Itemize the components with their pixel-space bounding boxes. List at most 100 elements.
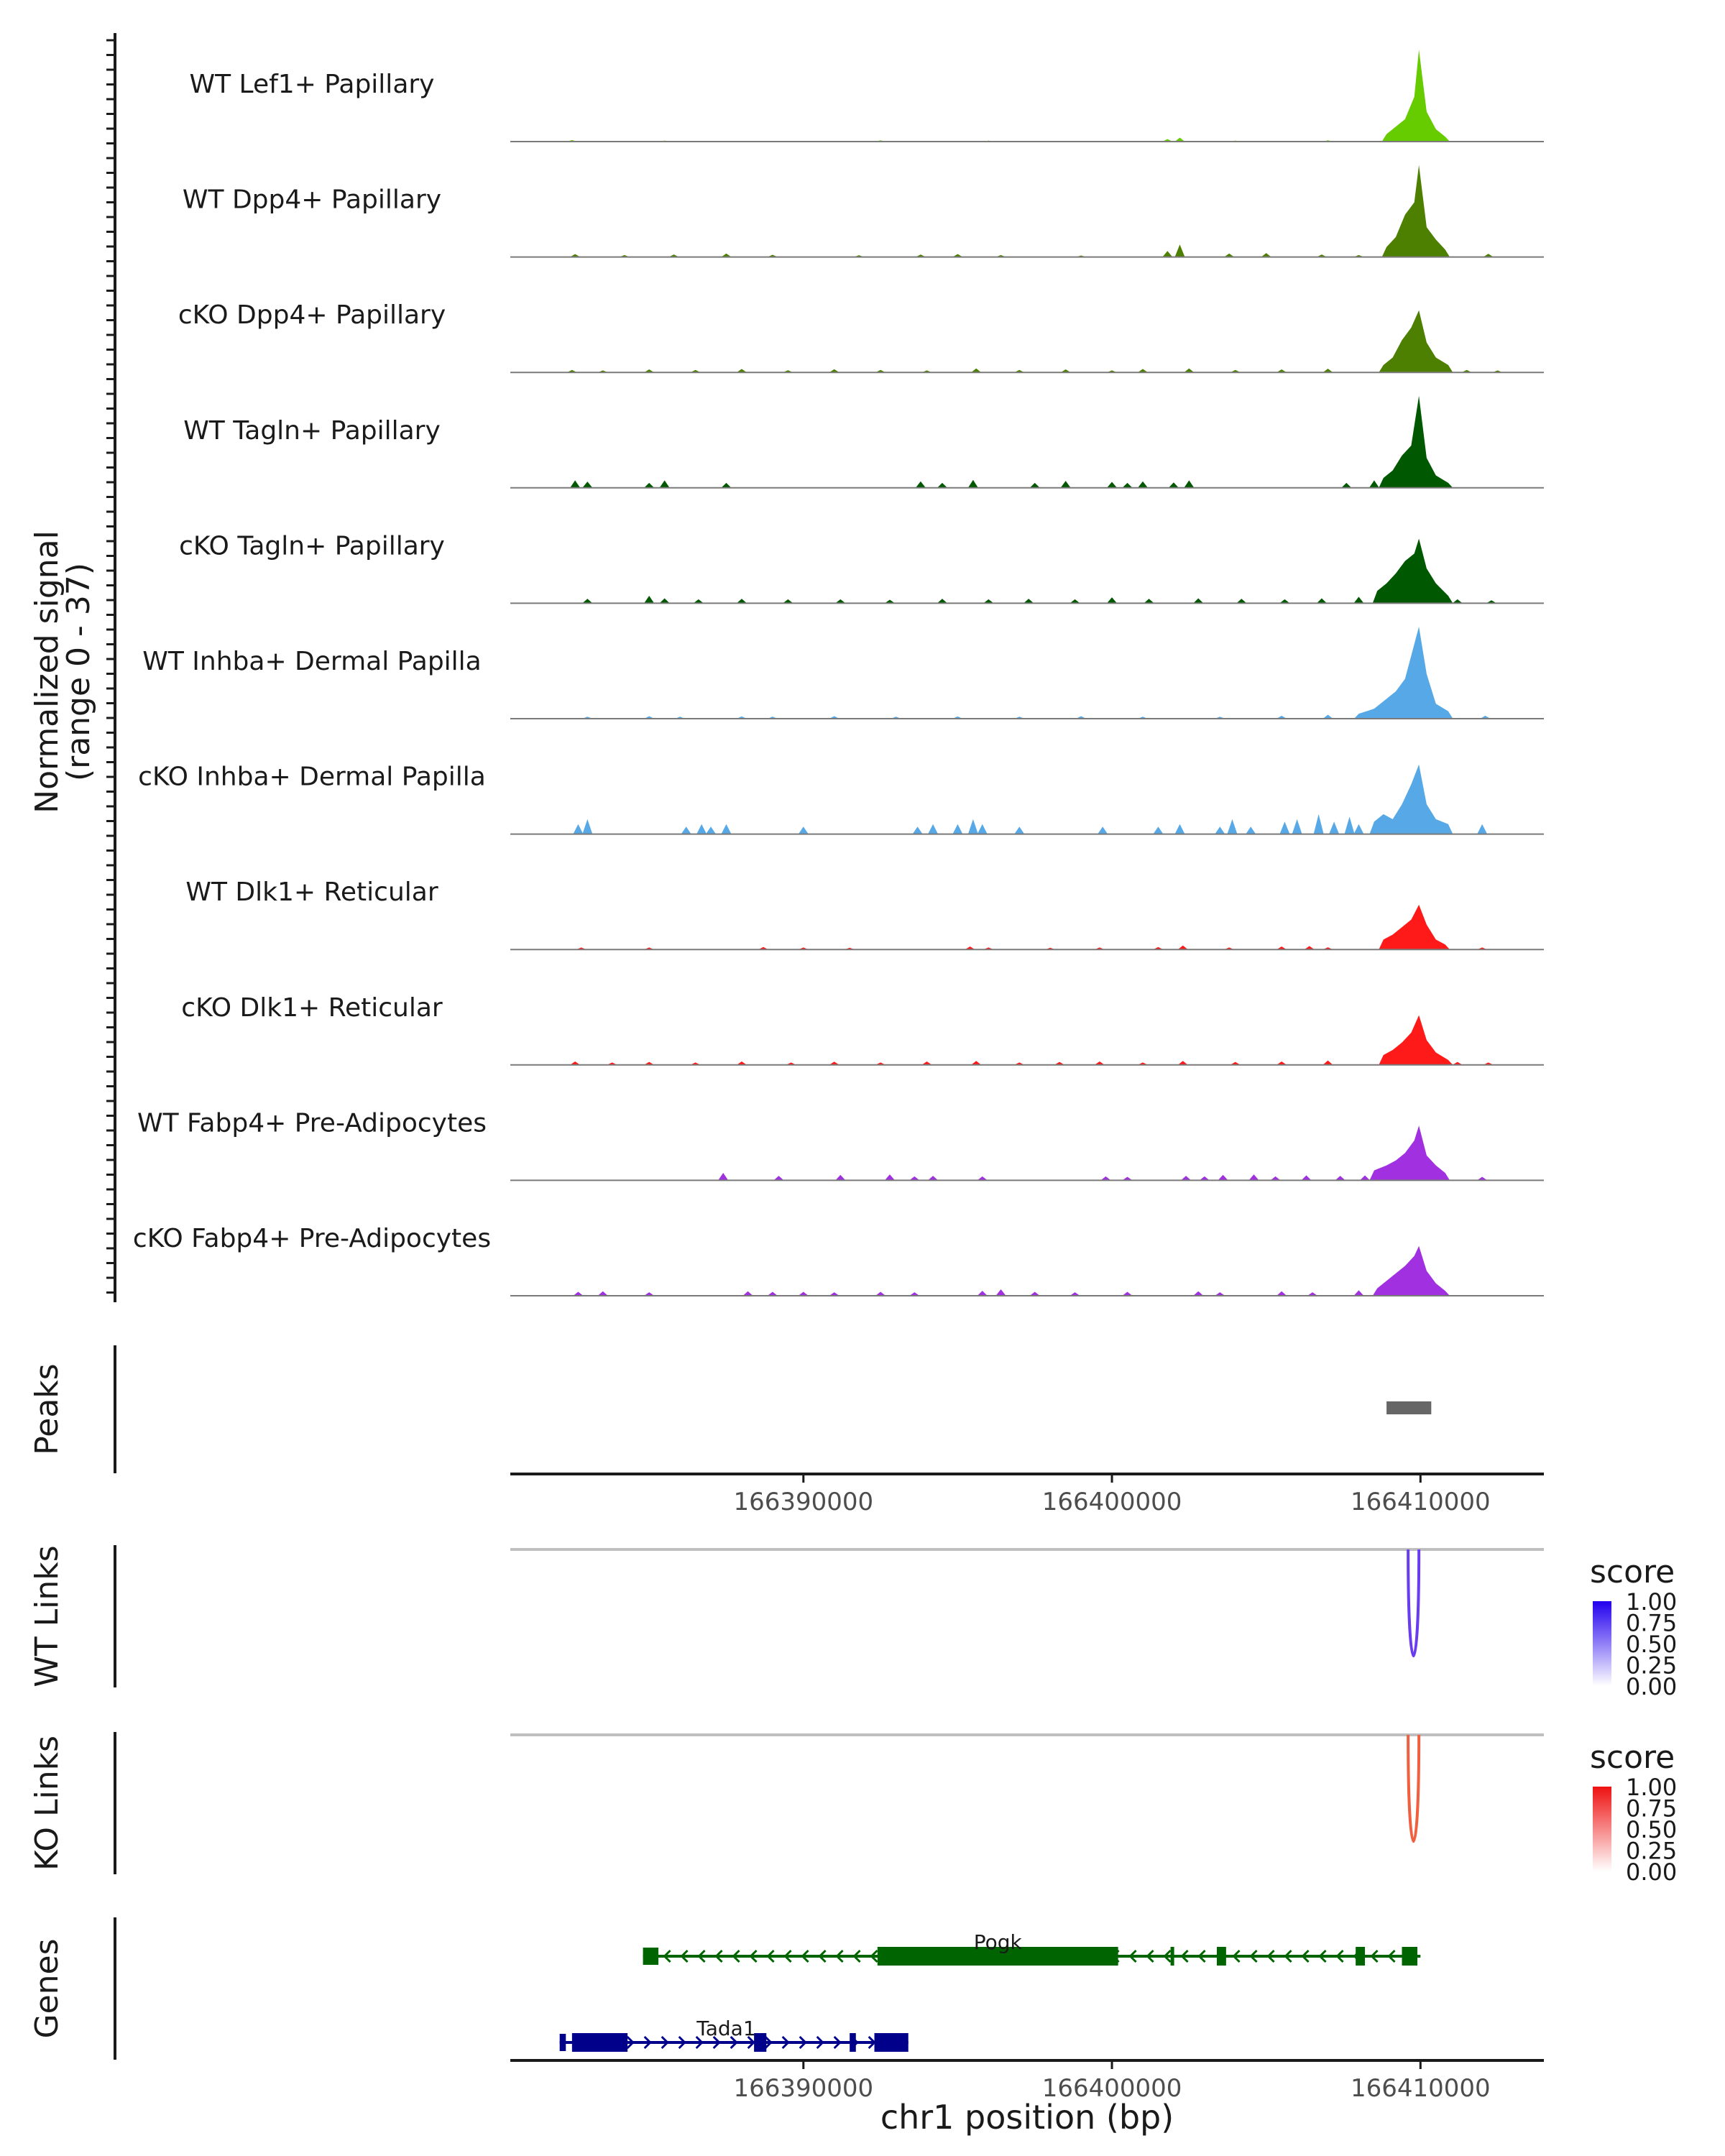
- coverage-background-bump: [1353, 596, 1364, 604]
- coverage-background-bump: [1070, 599, 1080, 604]
- legend-tick-label: 0.00: [1626, 1673, 1677, 1700]
- coverage-background-bump: [1480, 715, 1491, 719]
- coverage-track-label: WT Dpp4+ Papillary: [183, 185, 441, 215]
- coverage-background-bump: [1215, 1292, 1225, 1296]
- coverage-background-bump: [736, 599, 747, 604]
- coverage-background-bump: [1276, 715, 1287, 719]
- gene-cds: [874, 2033, 908, 2052]
- peaks-track-label: Peaks: [29, 1363, 65, 1455]
- coverage-background-bump: [1477, 1176, 1488, 1181]
- gene-strand-chevron: [697, 1949, 706, 1963]
- coverage-background-bump: [909, 1292, 920, 1296]
- coverage-background-bump: [573, 1291, 584, 1296]
- coverage-track-label: WT Tagln+ Papillary: [183, 416, 441, 446]
- coverage-background-bump: [582, 599, 593, 604]
- gene-strand-chevron: [643, 2035, 652, 2050]
- coverage-peak-area: [1369, 764, 1453, 834]
- coverage-background-bump: [829, 1061, 840, 1065]
- coverage-background-bump: [644, 482, 655, 488]
- gene-exon: [1356, 1947, 1366, 1966]
- coverage-background-bump: [912, 826, 923, 834]
- gene-exon: [1170, 1947, 1174, 1966]
- coverage-background-bump: [1094, 1061, 1105, 1065]
- coverage-background-bump: [1014, 826, 1025, 834]
- coverage-background-bump: [659, 480, 670, 488]
- legend-title: score: [1590, 1554, 1675, 1590]
- coverage-background-bump: [693, 599, 704, 604]
- coverage-tracks: WT Lef1+ Papillary WT Dpp4+ Papillary cKO …: [133, 50, 1544, 1296]
- gene-strand-chevron: [732, 1949, 740, 1963]
- gene-strand-chevron: [712, 2035, 721, 2050]
- coverage-background-bump: [570, 480, 581, 488]
- legend-tick-label: 1.00: [1626, 1588, 1677, 1616]
- gene-strand-chevron: [799, 2035, 807, 2050]
- gene-exon: [754, 2033, 767, 2052]
- legend-colorbar: [1593, 1601, 1611, 1686]
- peak-regions: [1386, 1401, 1432, 1414]
- x-axis-tick-label: 166410000: [1351, 1488, 1491, 1516]
- coverage-track-label: cKO Inhba+ Dermal Papilla: [138, 763, 486, 792]
- gene-cds: [877, 1947, 1118, 1966]
- coverage-background-bump: [884, 1174, 895, 1181]
- upper-x-axis-ticks: 166390000 166400000 166410000: [733, 1474, 1491, 1516]
- coverage-background-bump: [1054, 1061, 1065, 1065]
- coverage-background-bump: [1248, 1174, 1259, 1181]
- coverage-peak-area: [1381, 165, 1450, 257]
- coverage-background-bump: [1316, 598, 1327, 604]
- coverage-track-label: WT Inhba+ Dermal Papilla: [142, 647, 481, 676]
- coverage-background-bump: [1335, 1176, 1346, 1181]
- coverage-background-bump: [1122, 1176, 1133, 1181]
- coverage-background-bump: [1261, 253, 1271, 257]
- legend-tick-label: 1.00: [1626, 1774, 1677, 1801]
- coverage-background-bump: [1452, 1061, 1463, 1065]
- coverage-background-bump: [1029, 1291, 1040, 1296]
- coverage-peak-area: [1369, 1125, 1450, 1181]
- coverage-background-bump: [1137, 369, 1148, 373]
- gene-strand-chevron: [1180, 1949, 1189, 1963]
- coverage-background-bump: [1107, 597, 1118, 604]
- gene-strand-chevron: [695, 2035, 704, 2050]
- gene-name-label: Pogk: [974, 1930, 1023, 1954]
- coverage-background-bump: [696, 824, 707, 834]
- coverage-background-bump: [1144, 599, 1154, 604]
- legend-tick-label: 0.75: [1626, 1795, 1677, 1823]
- coverage-background-bump: [928, 1176, 939, 1181]
- coverage-peak-area: [1379, 395, 1453, 488]
- coverage-background-bump: [1270, 1176, 1281, 1181]
- gene-strand-chevron: [833, 2035, 842, 2050]
- x-axis-tick-label: 166390000: [733, 1488, 873, 1516]
- legend-colorbar: [1593, 1787, 1611, 1871]
- coverage-background-bump: [1341, 482, 1352, 488]
- coverage-background-bump: [1137, 481, 1148, 488]
- coverage-background-bump: [1276, 1291, 1287, 1296]
- coverage-peak-area: [1379, 904, 1450, 950]
- coverage-peak-area: [1381, 50, 1450, 142]
- coverage-background-bump: [644, 596, 655, 604]
- coverage-background-bump: [1174, 824, 1185, 834]
- coverage-background-bump: [1279, 821, 1290, 834]
- coverage-background-bump: [798, 826, 809, 834]
- gene-strand-chevron: [714, 1949, 723, 1963]
- coverage-background-bump: [915, 481, 926, 488]
- coverage-background-bump: [1162, 251, 1173, 257]
- coverage-background-bump: [1276, 1061, 1287, 1065]
- wt-links-track-label: WT Links: [29, 1545, 65, 1687]
- gene-strand-chevron: [816, 2035, 824, 2050]
- coverage-peak-area: [1354, 627, 1453, 719]
- coverage-background-bump: [1452, 599, 1463, 604]
- legend-tick-label: 0.25: [1626, 1838, 1677, 1865]
- coverage-background-bump: [937, 482, 947, 488]
- gene-cds: [571, 2033, 628, 2052]
- gene-strand-chevron: [1146, 1949, 1154, 1963]
- coverage-background-bump: [995, 1289, 1006, 1296]
- gene-exon: [1402, 1947, 1418, 1966]
- gene-strand-chevron: [749, 1949, 758, 1963]
- score-legends: score1.000.750.500.250.00score1.000.750.…: [1590, 1554, 1677, 1886]
- coverage-background-bump: [1098, 826, 1108, 834]
- coverage-background-bump: [835, 1174, 846, 1181]
- gene-strand-chevron: [680, 1949, 689, 1963]
- coverage-background-bump: [582, 482, 593, 488]
- coverage-background-bump: [1360, 1175, 1371, 1181]
- coverage-background-bump: [1181, 1176, 1192, 1181]
